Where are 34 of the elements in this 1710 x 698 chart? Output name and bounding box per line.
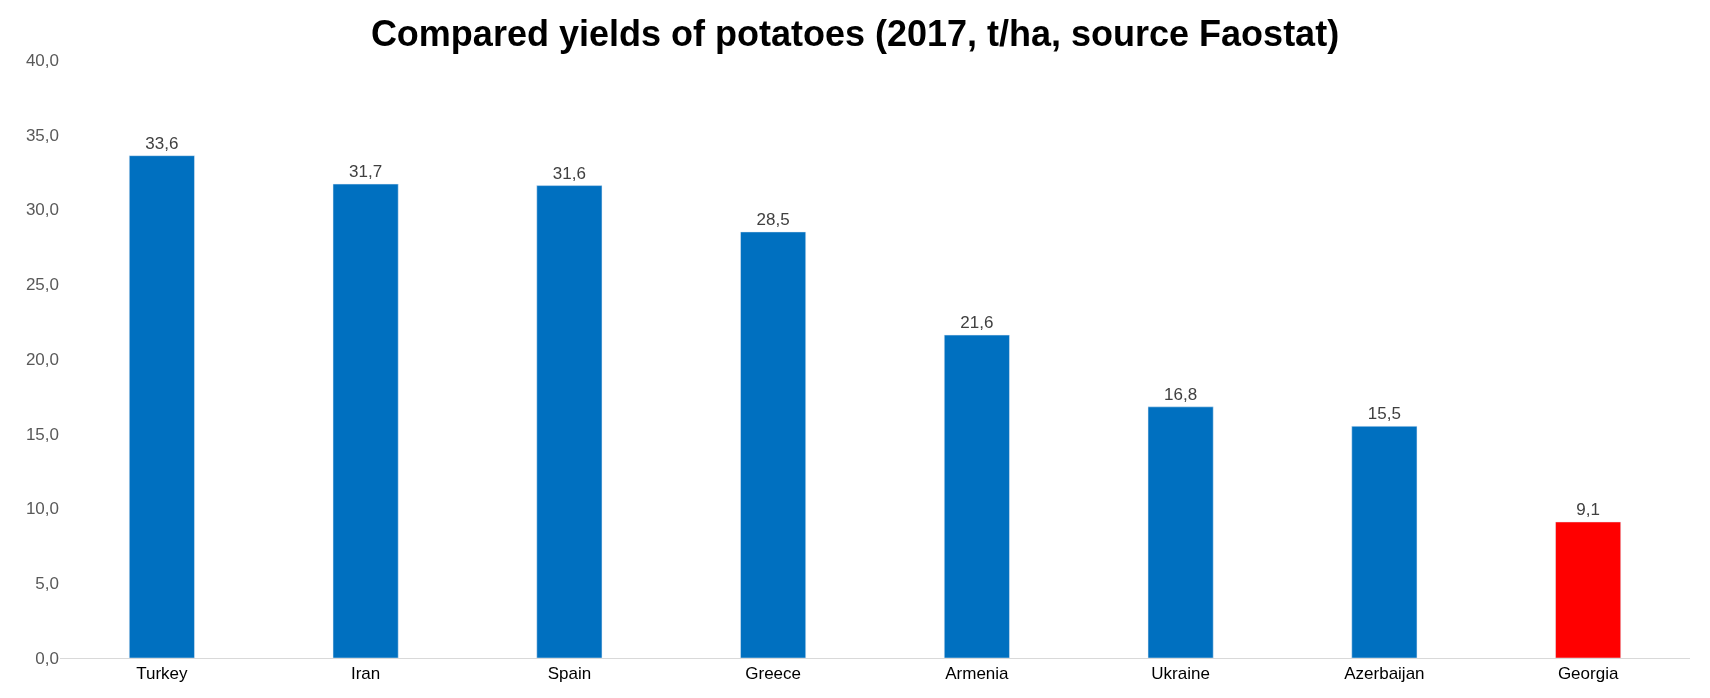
bar [332,183,399,658]
bar [1555,521,1621,658]
data-label: 28,5 [756,209,790,229]
x-tick-label: Ukraine [1151,664,1210,684]
x-tick-label: Spain [547,664,592,684]
x-tick-label: Iran [350,664,381,684]
bar [536,185,603,658]
y-tick-label: 35,0 [25,125,59,145]
x-tick-label: Georgia [1557,664,1619,684]
y-tick-label: 5,0 [35,574,59,594]
data-label: 21,6 [960,313,994,333]
data-label: 9,1 [1576,499,1600,519]
x-tick-label: Turkey [136,664,189,684]
bar [944,334,1010,658]
y-tick-label: 15,0 [25,424,59,444]
y-tick-label: 0,0 [35,648,59,668]
y-tick-label: 30,0 [25,200,59,220]
y-tick-label: 20,0 [25,349,59,369]
x-tick-label: Azerbaijan [1344,664,1425,684]
bar [1351,426,1418,658]
data-label: 31,6 [552,163,586,183]
x-tick-label: Greece [745,664,802,684]
y-tick-label: 25,0 [25,275,59,295]
data-label: 31,7 [349,162,383,182]
data-label: 16,8 [1164,384,1198,404]
y-tick-label: 40,0 [25,50,59,70]
x-tick-label: Armenia [945,664,1010,684]
bar [740,231,806,658]
bar [129,155,195,658]
data-label: 15,5 [1367,404,1401,424]
data-label: 33,6 [145,133,179,153]
chart-title: Compared yields of potatoes (2017, t/ha, source Faostat) [370,13,1340,55]
bar [1147,406,1214,658]
y-tick-label: 10,0 [25,499,59,519]
